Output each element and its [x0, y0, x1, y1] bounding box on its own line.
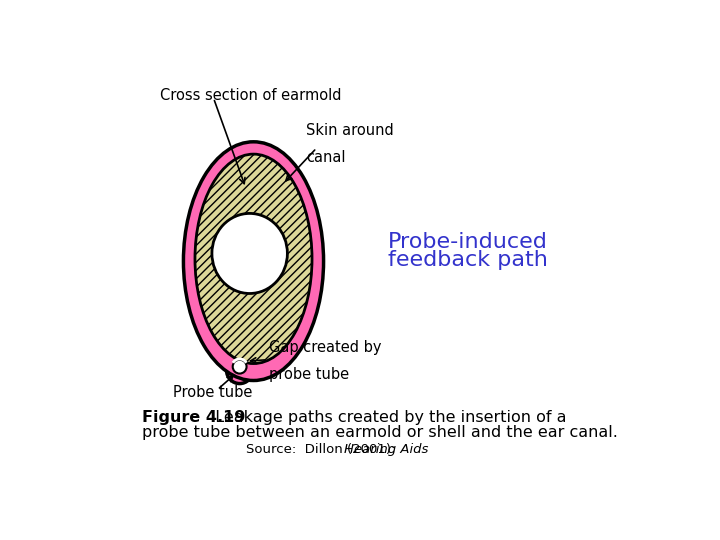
Ellipse shape	[184, 142, 323, 381]
Circle shape	[233, 360, 246, 374]
Ellipse shape	[212, 213, 287, 293]
Text: Figure 4.19: Figure 4.19	[142, 410, 246, 425]
Text: Source:  Dillon (2001):: Source: Dillon (2001):	[246, 443, 400, 456]
Text: probe tube: probe tube	[269, 367, 349, 382]
Text: canal: canal	[306, 150, 346, 165]
Text: Gap created by: Gap created by	[269, 340, 382, 355]
Text: Skin around: Skin around	[306, 123, 394, 138]
Text: Probe tube: Probe tube	[173, 384, 252, 400]
Text: feedback path: feedback path	[388, 249, 548, 269]
Text: probe tube between an earmold or shell and the ear canal.: probe tube between an earmold or shell a…	[142, 426, 618, 440]
Text: Leakage paths created by the insertion of a: Leakage paths created by the insertion o…	[205, 410, 567, 425]
Circle shape	[227, 357, 253, 383]
Text: Probe-induced: Probe-induced	[388, 232, 548, 252]
Text: Cross section of earmold: Cross section of earmold	[160, 88, 341, 103]
Text: Hearing Aids: Hearing Aids	[344, 443, 428, 456]
Ellipse shape	[195, 154, 312, 363]
